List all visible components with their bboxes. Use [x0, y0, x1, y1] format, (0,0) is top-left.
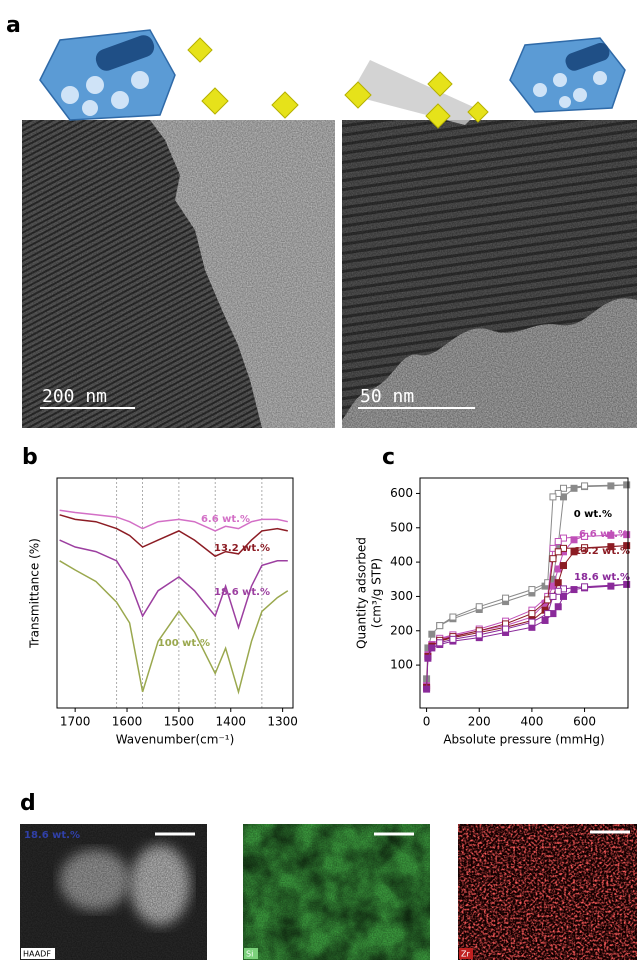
- y-tick-label: 200: [390, 623, 413, 637]
- data-point: [428, 630, 436, 638]
- data-point: [528, 618, 536, 626]
- channel-label: Si: [246, 950, 253, 959]
- series-line: [59, 539, 288, 631]
- data-point: [554, 603, 562, 611]
- data-point: [581, 544, 589, 552]
- data-point: [423, 685, 431, 693]
- y-tick-label: 600: [390, 486, 413, 500]
- data-point: [549, 592, 557, 600]
- data-point: [475, 603, 483, 611]
- data-point: [607, 482, 615, 490]
- data-point: [436, 622, 444, 630]
- channel-label: HAADF: [23, 950, 51, 959]
- series-label: 18.6 wt.%: [214, 587, 270, 598]
- x-tick-label: 0: [423, 715, 431, 729]
- series-label: 13.2 wt.%: [574, 546, 630, 557]
- data-point: [559, 484, 567, 492]
- data-point: [554, 587, 562, 595]
- series-label: 6.6 wt.%: [201, 514, 250, 525]
- data-point: [581, 482, 589, 490]
- series-line: [426, 534, 627, 686]
- data-point: [581, 583, 589, 591]
- x-axis-label: Absolute pressure (mmHg): [443, 733, 604, 747]
- panel-letter: d: [20, 791, 36, 816]
- panel-letter: c: [382, 445, 395, 470]
- y-tick-label: 300: [390, 589, 413, 603]
- data-point: [424, 654, 432, 662]
- series-label: 0 wt.%: [574, 509, 612, 520]
- x-axis-label: Wavenumber(cm⁻¹): [116, 733, 235, 747]
- data-point: [544, 610, 552, 618]
- channel-label: Zr: [461, 950, 470, 959]
- scale-label: 200 nm: [42, 386, 107, 407]
- y-tick-label: 400: [390, 555, 413, 569]
- zr-map: [458, 824, 637, 960]
- series-line: [59, 560, 289, 695]
- data-point: [623, 580, 631, 588]
- data-point: [607, 531, 615, 539]
- data-point: [570, 484, 578, 492]
- illustration: [39, 29, 626, 129]
- data-point: [570, 548, 578, 556]
- series-line: [59, 509, 288, 532]
- data-point: [559, 592, 567, 600]
- data-point: [623, 542, 631, 550]
- x-tick-label: 1600: [112, 715, 143, 729]
- data-point: [549, 555, 557, 563]
- tem-image-right: [342, 120, 637, 428]
- data-point: [549, 493, 557, 501]
- x-tick-label: 200: [468, 715, 491, 729]
- data-point: [528, 586, 536, 594]
- data-point: [570, 586, 578, 594]
- y-axis-label: (cm³/g STP): [370, 558, 384, 628]
- scale-label: 50 nm: [360, 386, 414, 407]
- series-line: [59, 514, 288, 558]
- plot-frame: [56, 477, 294, 709]
- y-axis-label: Quantity adsorbed: [355, 537, 369, 649]
- data-point: [528, 610, 536, 618]
- x-tick-label: 1700: [60, 715, 91, 729]
- data-point: [475, 631, 483, 639]
- y-tick-label: 500: [390, 520, 413, 534]
- data-point: [623, 531, 631, 539]
- data-point: [502, 594, 510, 602]
- series-label: 13.2 wt.%: [214, 543, 270, 554]
- data-point: [554, 548, 562, 556]
- panel-letter: b: [22, 445, 38, 470]
- x-tick-label: 1400: [215, 715, 246, 729]
- series-line: [426, 545, 627, 688]
- panel-letter: a: [6, 13, 21, 38]
- data-point: [428, 644, 436, 652]
- series-label: 18.6 wt.%: [574, 572, 630, 583]
- data-point: [449, 613, 457, 621]
- x-tick-label: 1300: [267, 715, 298, 729]
- si-map: [243, 824, 430, 960]
- data-point: [581, 532, 589, 540]
- sample-label: 18.6 wt.%: [24, 830, 80, 841]
- data-point: [559, 562, 567, 570]
- data-point: [570, 536, 578, 544]
- data-point: [554, 538, 562, 546]
- haadf-image: [20, 824, 207, 960]
- x-tick-label: 1500: [164, 715, 195, 729]
- data-point: [554, 579, 562, 587]
- tem-image-left: [22, 120, 335, 428]
- data-point: [436, 639, 444, 647]
- data-point: [541, 616, 549, 624]
- data-point: [607, 582, 615, 590]
- data-point: [607, 543, 615, 551]
- plot-frame: [419, 477, 629, 709]
- data-point: [502, 625, 510, 633]
- data-point: [623, 481, 631, 489]
- x-tick-label: 400: [520, 715, 543, 729]
- x-tick-label: 600: [573, 715, 596, 729]
- y-axis-label: Transmittance (%): [28, 538, 42, 649]
- series-label: 6.6 wt.%: [579, 529, 628, 540]
- series-label: 100 wt.%: [158, 638, 210, 649]
- y-tick-label: 100: [390, 658, 413, 672]
- data-point: [449, 635, 457, 643]
